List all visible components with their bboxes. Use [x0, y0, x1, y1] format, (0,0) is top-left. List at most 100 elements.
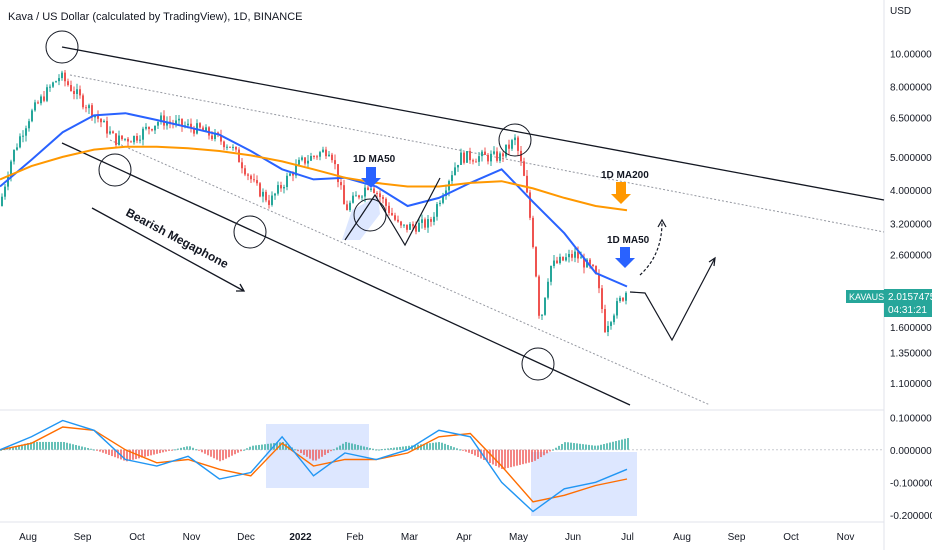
time-tick-7: Mar — [401, 532, 419, 543]
macd-histogram-bar — [402, 446, 404, 450]
macd-histogram-bar — [594, 445, 596, 450]
candle-body — [103, 120, 105, 123]
candle-body — [358, 195, 360, 198]
candle-body — [391, 212, 393, 216]
macd-histogram-bar — [378, 449, 380, 451]
ma50-arrow-2 — [615, 247, 635, 268]
candle-body — [28, 121, 30, 129]
chart-title: Kava / US Dollar (calculated by TradingV… — [8, 11, 302, 23]
candle-body — [106, 120, 108, 134]
candle-body — [511, 140, 513, 149]
candle-body — [343, 185, 345, 205]
candle-body — [199, 123, 201, 128]
candle-body — [247, 174, 249, 176]
macd-histogram-bar — [111, 449, 113, 457]
candle-body — [562, 256, 564, 261]
price-tick-8: 1.3500000 — [890, 349, 932, 360]
candle-body — [46, 87, 48, 101]
candle-body — [418, 222, 420, 232]
price-tick-1: 8.0000000 — [890, 83, 932, 94]
ma200-line — [0, 145, 628, 212]
candle-body — [142, 128, 144, 140]
price-tick-6: 2.6000000 — [890, 251, 932, 262]
macd-tick-1: 0.0000000 — [890, 446, 932, 457]
macd-histogram-bar — [324, 449, 326, 455]
macd-histogram-bar — [615, 441, 617, 450]
macd-histogram-bar — [63, 442, 65, 450]
highlight-circle-0 — [45, 30, 79, 64]
candle-body — [154, 125, 156, 131]
candle-body — [478, 156, 480, 162]
candle-body — [349, 202, 351, 211]
macd-histogram-bar — [444, 443, 446, 450]
macd-histogram-bar — [183, 447, 185, 450]
candle-body — [115, 133, 117, 145]
macd-histogram-bar — [423, 443, 425, 450]
candle-body — [205, 127, 207, 131]
macd-histogram-bar — [261, 444, 263, 450]
macd-histogram-bar — [360, 445, 362, 450]
time-tick-13: Sep — [728, 532, 746, 543]
candle-body — [532, 217, 534, 248]
candle-body — [226, 146, 228, 148]
macd-histogram-bar — [534, 449, 536, 461]
macd-histogram-bar — [516, 449, 518, 466]
candle-body — [178, 118, 180, 121]
macd-histogram-bar — [189, 446, 191, 450]
macd-histogram-bar — [234, 449, 236, 455]
mid-channel-line-2 — [109, 139, 711, 406]
macd-histogram-bar — [600, 444, 602, 450]
candle-body — [397, 219, 399, 222]
macd-histogram-bar — [480, 449, 482, 459]
candle-body — [445, 190, 447, 196]
time-tick-5: 2022 — [289, 532, 312, 543]
candle-body — [490, 153, 492, 162]
candle-body — [505, 144, 507, 157]
candle-body — [559, 256, 561, 264]
macd-histogram-bar — [375, 449, 377, 451]
macd-histogram-bar — [381, 449, 383, 451]
macd-histogram-bar — [171, 449, 173, 451]
macd-histogram-bar — [357, 444, 359, 450]
candle-body — [121, 135, 123, 140]
time-axis: Aug Sep Oct Nov Dec 2022 Feb Mar Apr May Jun Jul Aug… — [19, 532, 854, 543]
candle-body — [148, 126, 150, 130]
macd-histogram-bar — [228, 449, 230, 458]
candle-body — [49, 86, 51, 88]
candle-body — [544, 297, 546, 315]
macd-histogram-bar — [432, 442, 434, 450]
macd-histogram-bar — [147, 449, 149, 457]
candle-body — [286, 175, 288, 188]
candle-body — [508, 144, 510, 149]
macd-histogram-bar — [555, 447, 557, 450]
candle-body — [550, 265, 552, 282]
candle-body — [55, 81, 57, 83]
macd-histogram-bar — [531, 449, 533, 462]
macd-histogram-bar — [48, 441, 50, 450]
macd-histogram-bar — [372, 448, 374, 450]
macd-histogram-bar — [39, 441, 41, 450]
macd-histogram-bar — [264, 444, 266, 450]
macd-histogram-bar — [618, 440, 620, 450]
time-tick-3: Nov — [183, 532, 201, 543]
price-tick-5: 3.2000000 — [890, 220, 932, 231]
candle-body — [97, 115, 99, 119]
macd-histogram-bar — [609, 442, 611, 450]
candle-body — [100, 118, 102, 123]
candle-body — [457, 164, 459, 168]
macd-histogram-bar — [504, 449, 506, 469]
macd-histogram-bar — [627, 438, 629, 450]
candle-body — [514, 137, 516, 141]
candle-body — [541, 314, 543, 316]
time-tick-9: May — [509, 532, 528, 543]
macd-histogram-bar — [117, 449, 119, 459]
macd-histogram-bar — [546, 449, 548, 454]
macd-histogram-bar — [561, 444, 563, 450]
macd-histogram-bar — [621, 439, 623, 450]
macd-histogram-bar — [45, 441, 47, 450]
macd-histogram-bar — [570, 442, 572, 450]
macd-histogram-bar — [165, 449, 167, 452]
macd-histogram-bar — [558, 445, 560, 450]
